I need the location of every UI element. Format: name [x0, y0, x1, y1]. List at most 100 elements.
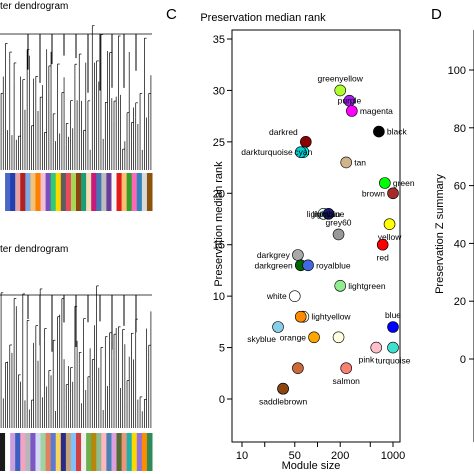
z-tick-label: 20: [454, 296, 466, 308]
point-brown: [387, 187, 399, 200]
point-label-lightcyan: lightcyan: [307, 209, 341, 219]
point-label-magenta: magenta: [360, 106, 393, 116]
point-label-white: white: [266, 291, 287, 301]
point-magenta: [346, 105, 358, 117]
module-color-cell: [141, 433, 148, 471]
point-grey60: [332, 228, 345, 241]
module-color-cell: [5, 173, 11, 211]
module-color-cell: [111, 173, 118, 211]
point-label-royalblue: royalblue: [316, 260, 351, 270]
module-color-cell: [121, 433, 128, 471]
module-color-cell: [65, 173, 72, 211]
module-color-cell: [60, 173, 67, 211]
point-blue: [387, 321, 399, 333]
point-darkorange: [294, 310, 307, 323]
point-label-cyan: cyan: [294, 147, 312, 157]
x-tick-label: 50: [289, 450, 301, 462]
module-color-cell: [106, 433, 112, 471]
point-label-purple: purple: [338, 96, 362, 106]
module-color-cell: [81, 433, 87, 471]
module-color-cell: [35, 173, 42, 211]
module-color-cell: [86, 433, 92, 471]
module-color-cell: [40, 433, 47, 471]
point-royalblue: [302, 259, 314, 272]
module-color-cell: [20, 173, 26, 211]
point-label-grey60: grey60: [326, 217, 352, 227]
module-color-cell: [106, 173, 112, 211]
point-label-turquoise: turquoise: [376, 356, 411, 366]
point-sienna3: [292, 362, 304, 374]
module-color-cell: [45, 433, 52, 471]
module-color-cell: [96, 173, 102, 211]
point-label-darkgrey: darkgrey: [257, 250, 291, 260]
point-orange: [308, 331, 320, 344]
point-label-midnightblue: lightblue: [313, 209, 345, 219]
y-tick-label: 30: [213, 85, 225, 97]
y-tick-label: 5: [219, 343, 225, 355]
module-color-cell: [5, 433, 11, 471]
point-label-green: green: [393, 178, 415, 188]
point-tan: [340, 156, 353, 169]
chart-points: [272, 84, 399, 395]
module-color-cell: [35, 433, 42, 471]
point-red: [376, 238, 389, 251]
module-color-cell: [0, 173, 6, 211]
module-color-cell: [76, 433, 82, 471]
y-tick-label: 10: [213, 291, 225, 303]
module-color-cell: [86, 173, 92, 211]
point-white: [288, 290, 301, 302]
point-label-blue: blue: [385, 310, 401, 320]
module-color-cell: [131, 433, 138, 471]
module-color-cell: [96, 433, 102, 471]
point-darkgrey: [292, 249, 304, 261]
module-color-cell: [116, 173, 123, 211]
module-color-cell: [30, 433, 36, 471]
point-label-darkturquoise: darkturquoise: [241, 147, 293, 157]
point-label-red: red: [377, 253, 390, 263]
point-label-orange: orange: [280, 332, 307, 342]
module-color-cell: [70, 173, 77, 211]
module-color-cell: [101, 173, 107, 211]
point-midnightblue: [322, 208, 335, 220]
y-tick-label: 15: [213, 240, 225, 252]
y-tick-label: 25: [213, 137, 225, 149]
module-color-cell: [141, 173, 148, 211]
point-label-tan: tan: [354, 157, 366, 167]
point-label-yellow: yellow: [378, 232, 402, 242]
z-tick-label: 0: [460, 354, 466, 366]
z-tick-label: 40: [454, 238, 466, 250]
module-color-cell: [30, 173, 36, 211]
point-darkred: [300, 136, 312, 148]
plot-frame: [231, 29, 401, 443]
module-color-cell: [101, 433, 107, 471]
module-color-cell: [91, 433, 97, 471]
y-tick-label: 35: [213, 34, 225, 46]
point-label-brown: brown: [362, 188, 385, 198]
module-color-cell: [146, 173, 153, 211]
module-color-cell: [25, 173, 31, 211]
point-darkturquoise: [294, 146, 307, 158]
y-axis-label: Preservation median rank: [213, 161, 225, 287]
module-color-cell: [0, 433, 6, 471]
chart-point-labels: greenyellowpurplemagentablackdarkredcyan…: [241, 73, 415, 406]
module-color-cell: [81, 173, 87, 211]
module-color-cell: [15, 173, 21, 211]
module-color-cell: [76, 173, 82, 211]
point-label-lightyellow: lightyellow: [311, 312, 351, 322]
point-label-pink: pink: [359, 355, 375, 365]
module-color-cell: [126, 433, 133, 471]
bottom-module-color-bar: [0, 433, 153, 471]
module-color-cell: [136, 173, 143, 211]
module-color-cell: [121, 173, 128, 211]
module-color-cell: [10, 173, 16, 211]
z-tick-label: 60: [454, 181, 466, 193]
z-tick-label: 80: [454, 123, 466, 135]
module-color-cell: [136, 433, 143, 471]
point-black: [373, 125, 385, 138]
point-lightgreen: [334, 280, 347, 292]
point-lightyellow2: [332, 331, 345, 344]
x-tick-label: 1000: [381, 450, 405, 462]
z-tick-label: 100: [448, 65, 466, 77]
point-label-greenyellow: greenyellow: [318, 73, 364, 83]
